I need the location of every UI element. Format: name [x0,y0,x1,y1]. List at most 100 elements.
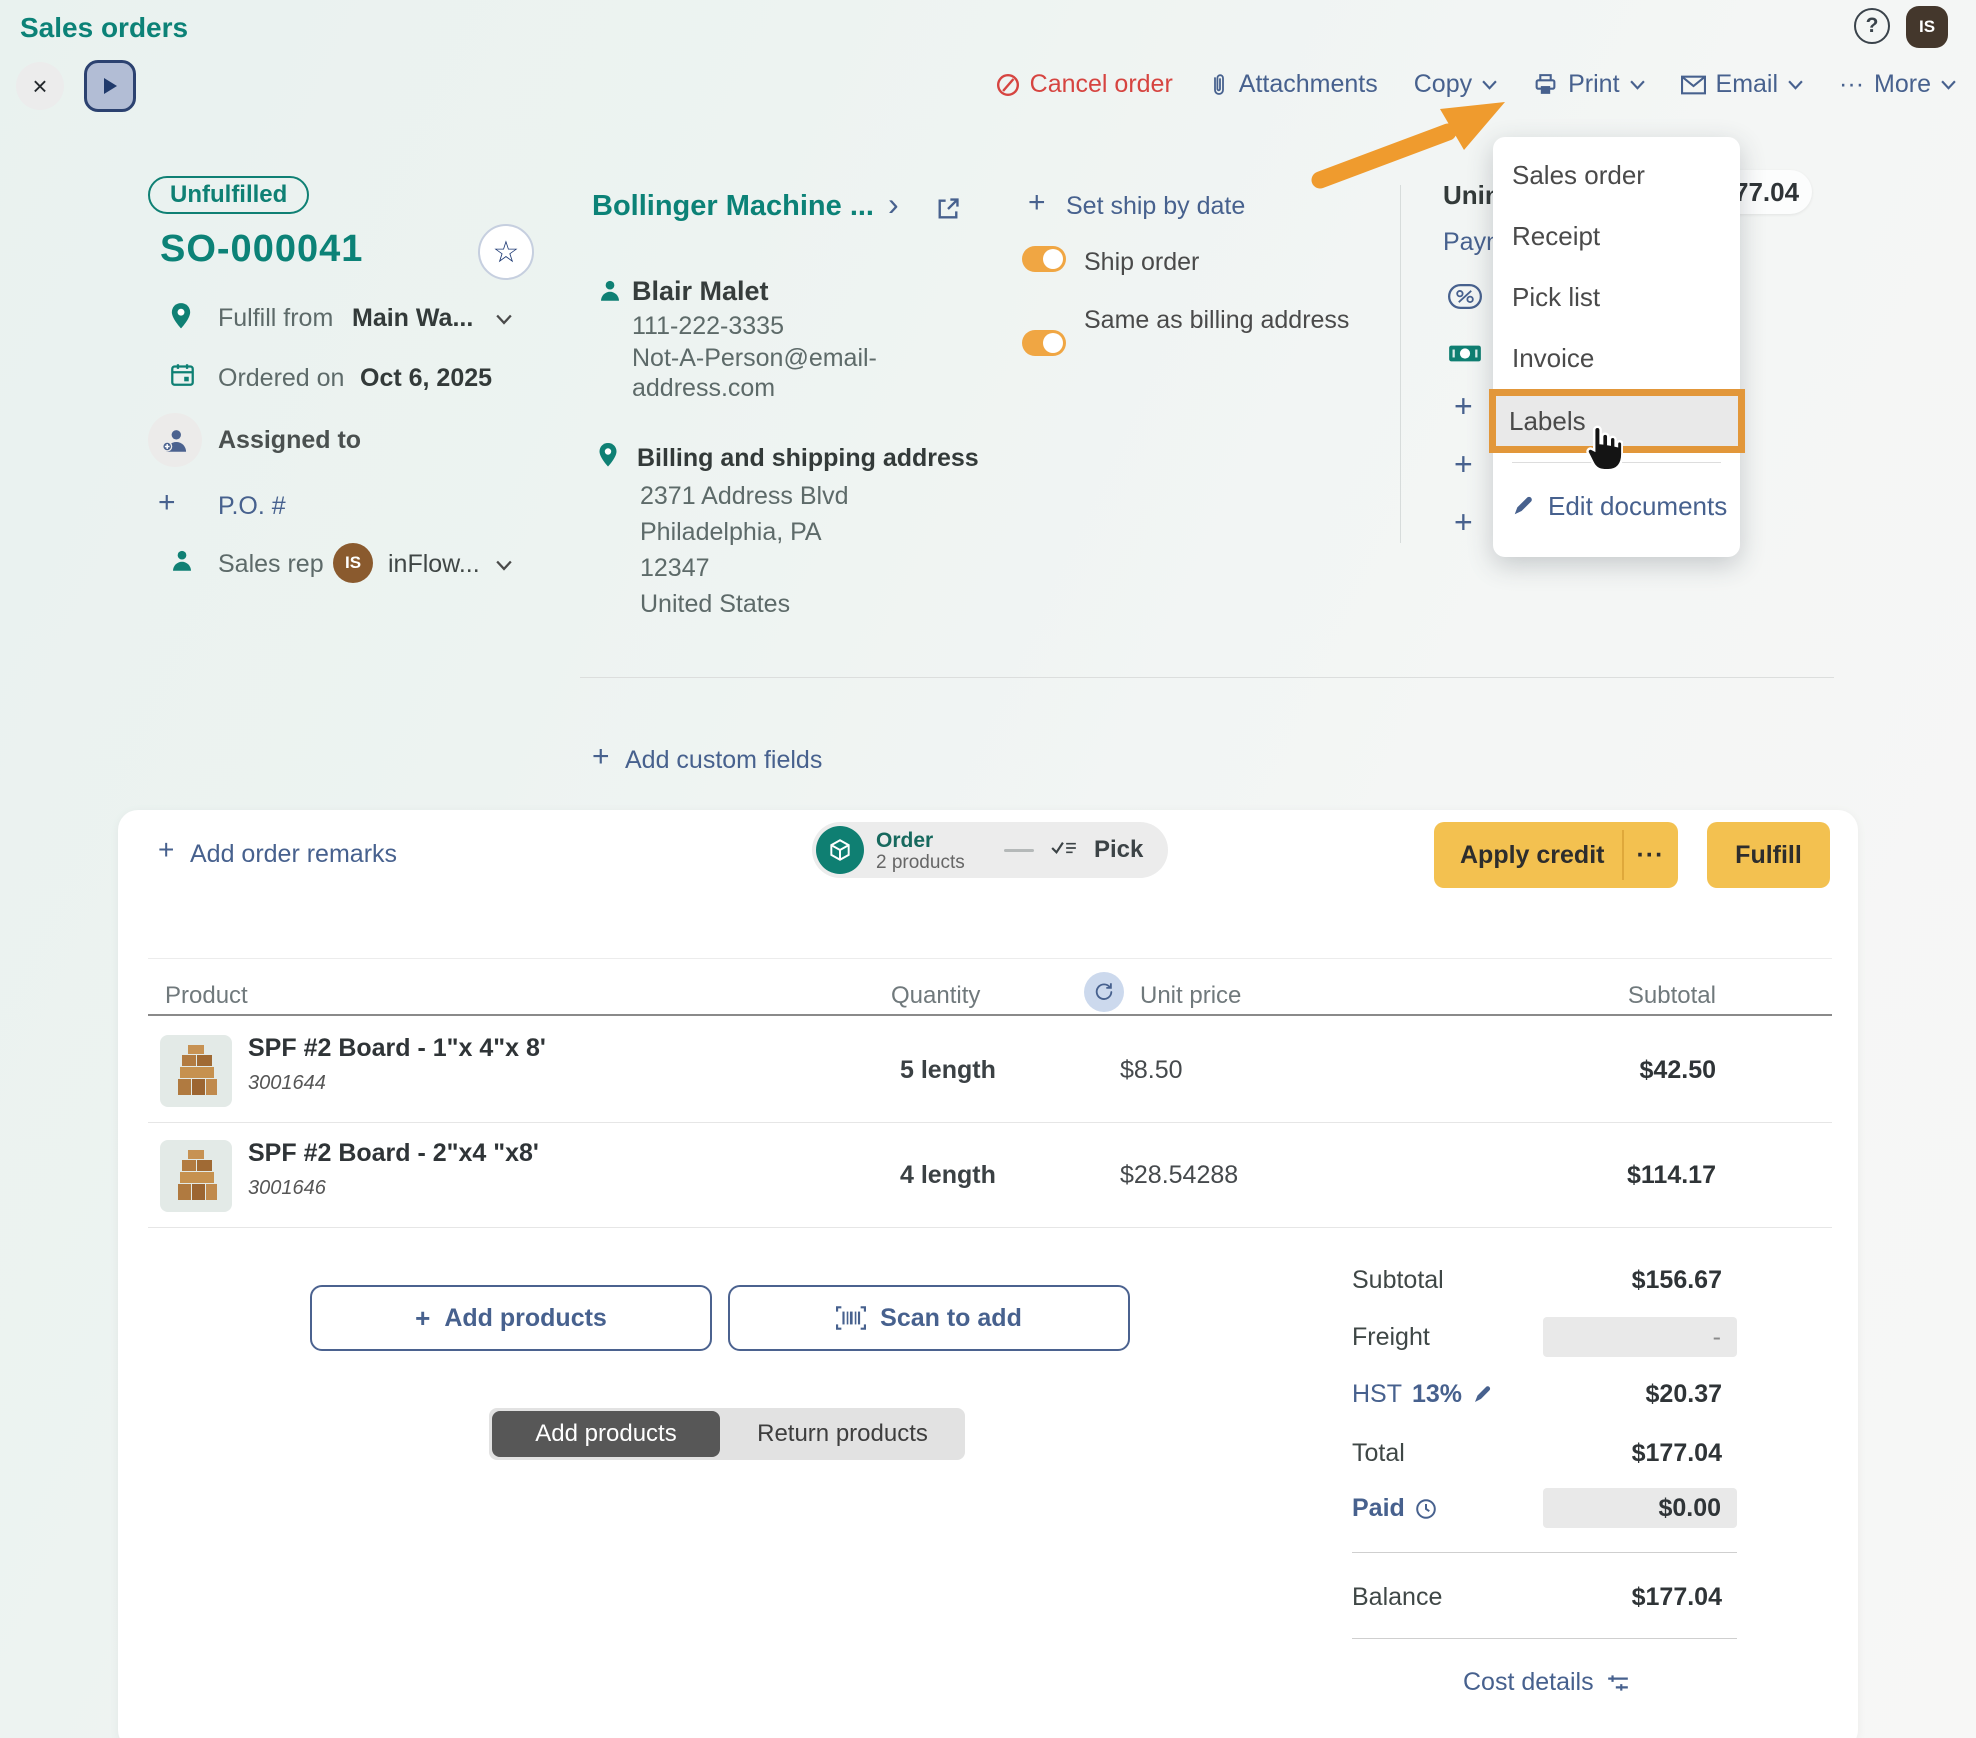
menu-item-edit-documents[interactable]: Edit documents [1493,475,1740,537]
unit-price-value[interactable]: $28.54288 [1120,1161,1239,1189]
menu-item-sales-order[interactable]: Sales order [1512,160,1645,190]
barcode-icon [836,1306,867,1330]
freight-label: Freight [1352,1323,1430,1351]
cash-icon[interactable] [1448,342,1482,370]
fulfill-from-value[interactable]: Main Wa... [352,304,474,332]
printer-icon [1535,74,1556,94]
segment-return-products[interactable]: Return products [757,1420,928,1447]
order-step-sub: 2 products [876,852,965,873]
help-button[interactable]: ? [1854,8,1890,44]
cancel-order-button[interactable]: Cancel order [996,70,1173,99]
payments-link[interactable]: Payn [1443,228,1500,256]
line-subtotal-value: $42.50 [1639,1056,1716,1084]
menu-item-receipt[interactable]: Receipt [1512,221,1601,251]
order-items-card: + Add order remarks Order 2 products Pic… [118,810,1858,1738]
more-dots-icon: ··· [1839,70,1865,98]
location-pin-icon [170,302,192,335]
more-dots-icon[interactable]: ··· [1636,840,1665,869]
quantity-value[interactable]: 4 length [900,1161,996,1189]
chevron-right-icon[interactable]: › [888,186,899,222]
table-header-divider [148,1014,1832,1016]
column-header-quantity: Quantity [891,982,981,1009]
pencil-icon [1514,496,1532,515]
balance-label: Balance [1352,1583,1443,1611]
set-ship-by-date-link[interactable]: Set ship by date [1066,192,1246,220]
email-button[interactable]: Email [1680,70,1804,99]
cancel-icon [996,73,1019,96]
assigned-avatar[interactable] [148,413,202,467]
sales-rep-avatar[interactable]: IS [333,543,373,583]
product-image [160,1140,232,1217]
paid-amount-box[interactable]: $0.00 [1543,1488,1737,1528]
play-button[interactable] [84,60,136,112]
contact-name: Blair Malet [632,276,769,306]
percent-badge-icon[interactable] [1448,284,1482,314]
chevron-down-icon [1941,80,1956,90]
more-button[interactable]: ··· More [1839,70,1956,99]
apply-credit-button[interactable]: Apply credit ··· [1434,822,1678,888]
add-products-button[interactable]: + Add products [310,1285,712,1351]
add-return-segment[interactable]: Add products Return products [489,1408,965,1460]
sales-rep-value[interactable]: inFlow... [388,550,480,578]
po-number-link[interactable]: P.O. # [218,492,286,520]
ordered-on-label: Ordered on [218,364,345,392]
progress-connector [1004,849,1034,852]
totals-divider [1352,1638,1737,1639]
cost-details-link[interactable]: Cost details [1463,1668,1630,1697]
column-header-unit-price: Unit price [1140,982,1242,1009]
calendar-icon [170,362,195,392]
attachments-button[interactable]: Attachments [1209,70,1378,99]
chevron-down-icon [1629,80,1645,90]
plus-icon[interactable]: + [1454,504,1473,540]
ordered-on-value[interactable]: Oct 6, 2025 [360,364,493,392]
menu-item-pick-list[interactable]: Pick list [1512,282,1601,312]
tax-value: $20.37 [1645,1380,1722,1408]
order-toolbar: Cancel order Attachments Copy Print Emai… [996,70,1956,99]
unit-price-value[interactable]: $8.50 [1120,1056,1183,1084]
total-value: $177.04 [1631,1439,1722,1467]
button-divider [1622,830,1625,880]
column-divider [1400,185,1401,543]
plus-icon[interactable]: + [1454,388,1473,424]
user-avatar[interactable]: IS [1906,6,1948,48]
freight-input[interactable]: - [1543,1317,1737,1357]
uninvoiced-label: Unin [1443,180,1501,210]
person-icon [598,278,622,307]
paid-label: Paid [1352,1494,1405,1522]
segment-add-products[interactable]: Add products [492,1411,720,1457]
order-number: SO-000041 [160,228,364,270]
product-name[interactable]: SPF #2 Board - 1"x 4"x 8' [248,1034,546,1062]
pick-step-label[interactable]: Pick [1094,836,1144,863]
copy-button[interactable]: Copy [1414,70,1497,99]
plus-icon[interactable]: + [1454,446,1473,482]
table-row[interactable]: SPF #2 Board - 2"x4 "x8' 3001646 4 lengt… [118,1123,1858,1227]
customer-name-link[interactable]: Bollinger Machine ... [592,190,874,222]
play-icon [104,78,117,94]
address-title: Billing and shipping address [637,444,979,472]
edit-pencil-icon[interactable] [1472,1385,1492,1405]
print-button[interactable]: Print [1533,70,1645,99]
close-button[interactable]: × [16,62,64,110]
plus-icon: + [1028,186,1046,219]
quantity-value[interactable]: 5 length [900,1056,996,1084]
paid-label-row[interactable]: Paid [1352,1494,1437,1523]
product-name[interactable]: SPF #2 Board - 2"x4 "x8' [248,1139,539,1167]
assigned-to-label[interactable]: Assigned to [218,426,362,454]
favorite-button[interactable]: ☆ [478,224,534,280]
external-link-icon[interactable] [935,196,961,227]
add-order-remarks-link[interactable]: Add order remarks [190,840,398,868]
same-as-billing-toggle[interactable] [1022,330,1066,356]
subtotal-label: Subtotal [1352,1266,1444,1294]
fulfill-button[interactable]: Fulfill [1707,822,1830,888]
ship-order-toggle[interactable] [1022,246,1066,272]
scan-to-add-button[interactable]: Scan to add [728,1285,1130,1351]
menu-item-invoice[interactable]: Invoice [1512,343,1595,373]
add-custom-fields-link[interactable]: Add custom fields [625,746,823,774]
plus-icon: + [158,834,175,865]
table-row[interactable]: SPF #2 Board - 1"x 4"x 8' 3001644 5 leng… [118,1018,1858,1122]
chevron-down-icon[interactable] [496,312,512,330]
refresh-price-icon[interactable] [1084,972,1124,1012]
chevron-down-icon[interactable] [496,558,512,576]
sales-rep-label: Sales rep [218,550,324,578]
total-label: Total [1352,1439,1405,1467]
